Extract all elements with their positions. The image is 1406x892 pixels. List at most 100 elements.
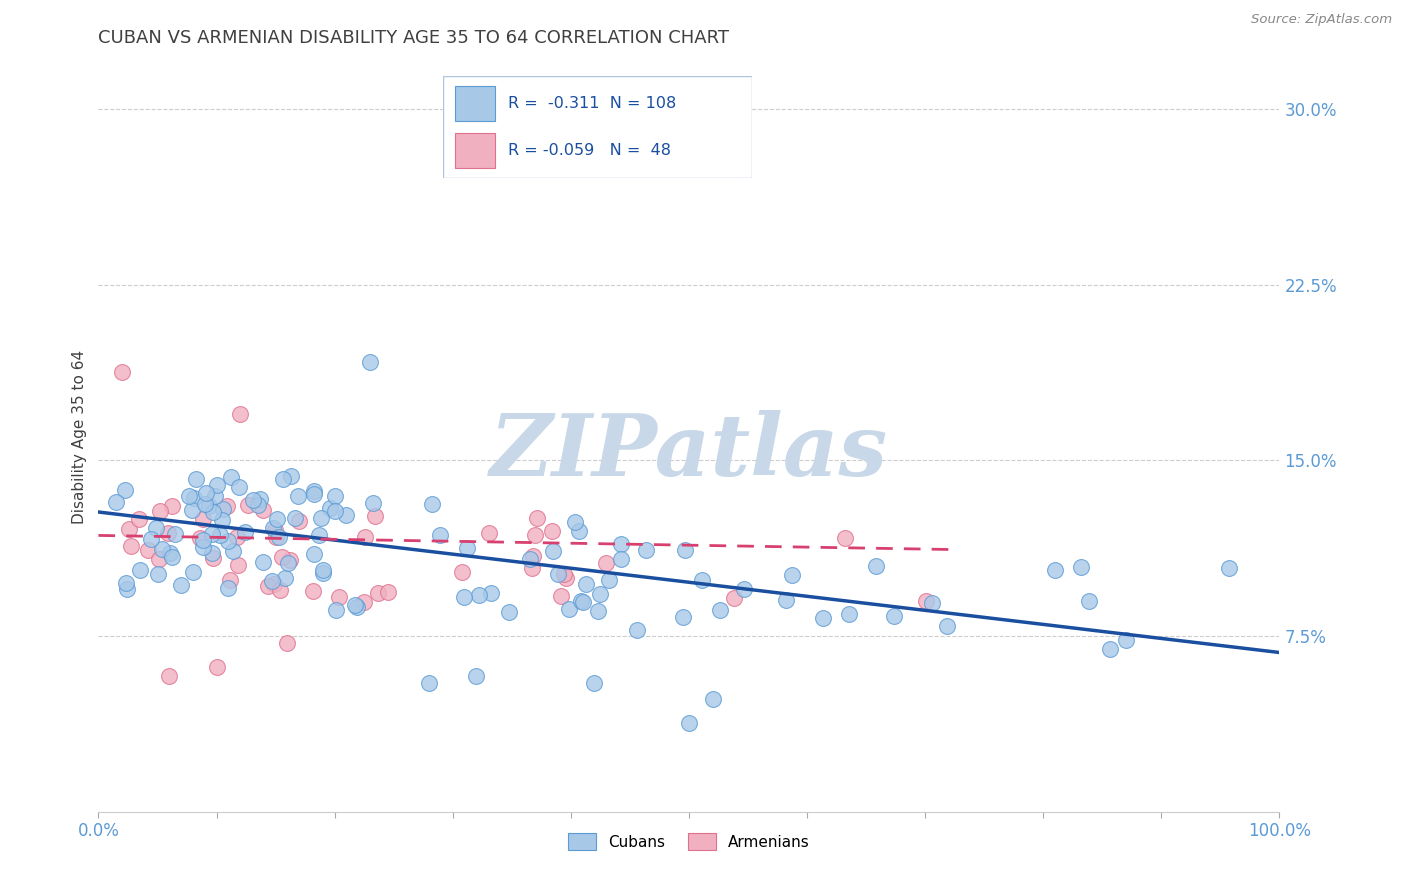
Point [335, 508, 357, 523]
Point [541, 544, 564, 558]
Point [118, 522, 141, 536]
Point [246, 498, 269, 512]
Point [197, 500, 219, 514]
Point [242, 493, 264, 508]
Point [323, 504, 346, 518]
Point [226, 558, 249, 572]
Point [359, 355, 381, 369]
Point [115, 576, 138, 591]
Point [575, 577, 598, 591]
Point [207, 478, 229, 492]
Point [117, 582, 139, 596]
Point [522, 561, 544, 575]
Point [478, 525, 501, 540]
Point [184, 472, 207, 486]
Point [465, 669, 488, 683]
Point [1218, 561, 1240, 575]
Point [865, 558, 887, 573]
FancyBboxPatch shape [456, 133, 495, 168]
Point [775, 593, 797, 607]
Point [838, 607, 860, 622]
Point [188, 532, 211, 546]
Point [519, 552, 541, 566]
Point [523, 528, 546, 542]
Point [276, 636, 298, 650]
Point [678, 715, 700, 730]
Point [179, 489, 201, 503]
Point [572, 594, 595, 608]
Point [201, 546, 224, 560]
Point [104, 495, 127, 509]
Point [228, 480, 250, 494]
Point [183, 565, 205, 579]
Point [257, 579, 280, 593]
Y-axis label: Disability Age 35 to 64: Disability Age 35 to 64 [72, 350, 87, 524]
Point [429, 528, 451, 542]
Text: Source: ZipAtlas.com: Source: ZipAtlas.com [1251, 13, 1392, 27]
Point [157, 669, 180, 683]
Point [558, 601, 581, 615]
Point [211, 513, 233, 527]
Point [219, 573, 242, 587]
Point [163, 527, 186, 541]
Point [733, 582, 755, 596]
Point [252, 503, 274, 517]
Point [252, 555, 274, 569]
Point [547, 566, 569, 581]
Point [194, 497, 217, 511]
Point [274, 572, 297, 586]
Point [915, 593, 938, 607]
Point [498, 605, 520, 619]
Point [120, 540, 142, 554]
Point [136, 542, 159, 557]
Point [160, 499, 183, 513]
Point [1043, 563, 1066, 577]
Point [325, 490, 347, 504]
Point [540, 524, 562, 538]
Point [780, 568, 803, 582]
Point [159, 546, 181, 560]
Point [284, 511, 307, 525]
Point [583, 676, 606, 690]
Point [262, 521, 284, 535]
Point [308, 528, 330, 542]
Point [191, 511, 214, 525]
Point [328, 590, 350, 604]
Point [675, 543, 697, 558]
Point [1078, 594, 1101, 608]
Point [522, 549, 544, 563]
Point [883, 608, 905, 623]
Point [318, 500, 340, 515]
Point [263, 577, 285, 591]
Point [225, 530, 247, 544]
Point [346, 600, 368, 615]
Point [201, 526, 224, 541]
Point [1115, 632, 1137, 647]
Point [193, 533, 215, 547]
Point [191, 541, 214, 555]
Point [183, 491, 205, 505]
Point [302, 487, 325, 501]
Point [1098, 642, 1121, 657]
Point [302, 583, 325, 598]
Point [266, 530, 288, 544]
Point [229, 407, 252, 421]
Point [269, 583, 291, 598]
Point [709, 603, 731, 617]
Point [672, 609, 695, 624]
Point [266, 512, 288, 526]
Point [468, 588, 491, 602]
Point [564, 516, 586, 530]
Point [139, 532, 162, 546]
Point [219, 470, 242, 484]
Point [146, 566, 169, 581]
Point [149, 504, 172, 518]
Point [834, 532, 856, 546]
Point [111, 364, 134, 378]
Point [222, 544, 245, 558]
Point [233, 525, 256, 540]
Point [236, 499, 259, 513]
Point [595, 556, 617, 570]
Point [450, 565, 472, 579]
Point [263, 524, 285, 538]
